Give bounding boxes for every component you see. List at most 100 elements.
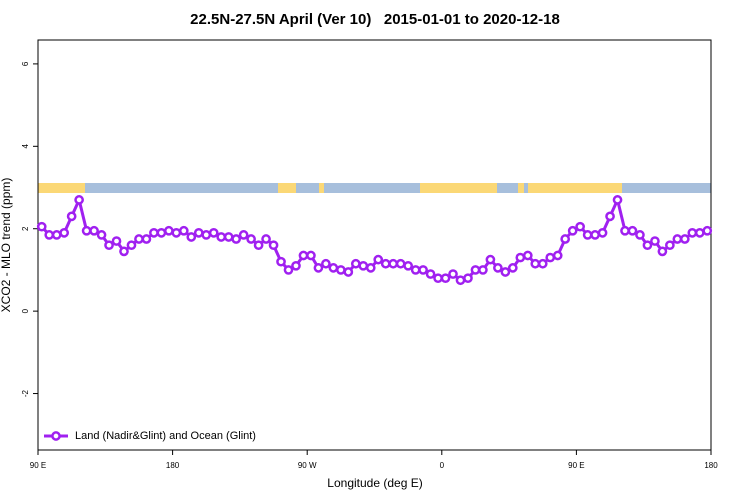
data-point — [96, 230, 107, 240]
data-point — [582, 230, 593, 240]
data-point — [388, 258, 399, 269]
data-point — [44, 230, 55, 240]
data-point — [126, 240, 137, 251]
land-ocean-band — [38, 183, 711, 193]
data-point — [395, 258, 406, 269]
data-point — [433, 273, 443, 284]
data-point — [560, 234, 571, 244]
data-point — [373, 254, 384, 265]
data-point — [186, 232, 197, 242]
x-tick-label: 180 — [166, 461, 180, 470]
data-point — [201, 230, 212, 240]
legend-marker — [51, 431, 61, 441]
data-point — [328, 263, 339, 273]
y-tick-label: 0 — [21, 308, 30, 313]
data-point — [365, 263, 376, 273]
data-point — [620, 225, 630, 236]
data-point — [59, 227, 70, 238]
data-point — [66, 211, 77, 222]
data-point — [575, 221, 585, 232]
data-point — [246, 234, 256, 244]
data-point — [283, 265, 294, 275]
land-band — [528, 183, 622, 193]
land-band — [420, 183, 497, 193]
data-point — [635, 230, 645, 240]
data-point — [276, 256, 286, 267]
data-point — [440, 273, 451, 284]
data-point — [478, 265, 488, 275]
data-point — [687, 227, 698, 238]
data-point — [612, 195, 623, 205]
data-point — [507, 263, 518, 273]
data-point — [291, 260, 301, 271]
x-tick-label: 90 E — [568, 461, 584, 470]
ocean-band — [38, 183, 711, 193]
data-point — [650, 236, 660, 246]
data-point — [89, 225, 99, 236]
data-point — [119, 246, 129, 257]
data-point — [36, 221, 47, 232]
data-point — [253, 240, 264, 251]
data-point — [350, 258, 361, 269]
data-point — [313, 263, 324, 273]
data-point — [216, 232, 227, 242]
data-point — [321, 258, 331, 269]
data-point — [81, 225, 92, 236]
data-point — [500, 267, 511, 277]
data-point — [336, 265, 346, 275]
data-point — [418, 265, 428, 275]
plot-frame — [37, 39, 712, 451]
data-point — [567, 225, 578, 236]
data-point — [552, 250, 563, 261]
data-point — [470, 265, 481, 275]
x-tick-label: 90 W — [298, 461, 317, 470]
data-point — [657, 246, 668, 257]
land-band — [518, 183, 524, 193]
data-point — [627, 225, 638, 236]
data-point — [261, 234, 271, 244]
data-point — [134, 234, 144, 244]
data-point — [358, 260, 369, 271]
data-point — [545, 252, 556, 263]
data-point — [605, 211, 615, 222]
data-point — [485, 254, 496, 265]
x-axis-label: Longitude (deg E) — [327, 476, 422, 490]
data-point — [515, 252, 526, 263]
data-point — [597, 227, 608, 238]
data-point — [268, 240, 279, 251]
data-point — [679, 234, 690, 244]
land-band — [38, 183, 85, 193]
data-point — [156, 227, 167, 238]
data-point — [164, 225, 174, 236]
data-point — [149, 227, 159, 238]
data-point — [223, 232, 234, 242]
data-point — [238, 230, 249, 240]
data-point — [298, 250, 309, 261]
data-point — [425, 269, 436, 279]
data-point — [694, 227, 705, 238]
y-tick-label: 4 — [21, 144, 30, 149]
land-band — [278, 183, 296, 193]
x-tick-label: 90 E — [30, 461, 46, 470]
data-point — [537, 258, 548, 269]
legend-label: Land (Nadir&Glint) and Ocean (Glint) — [75, 430, 256, 442]
y-tick-label: -2 — [21, 389, 30, 397]
y-axis-label: XCO2 - MLO trend (ppm) — [0, 178, 13, 313]
data-point — [590, 230, 600, 240]
data-point — [343, 267, 354, 277]
data-point — [178, 225, 189, 236]
data-point — [111, 236, 122, 246]
chart-title: 22.5N-27.5N April (Ver 10) 2015-01-01 to… — [190, 11, 560, 28]
land-band — [319, 183, 324, 193]
data-point — [455, 275, 466, 286]
data-point — [141, 234, 152, 244]
data-point — [702, 225, 713, 236]
data-point — [642, 240, 653, 251]
data-point — [208, 227, 219, 238]
data-point — [665, 240, 675, 251]
data-point — [530, 258, 541, 269]
x-tick-label: 180 — [704, 461, 718, 470]
data-point — [51, 230, 62, 240]
data-point — [463, 273, 473, 284]
